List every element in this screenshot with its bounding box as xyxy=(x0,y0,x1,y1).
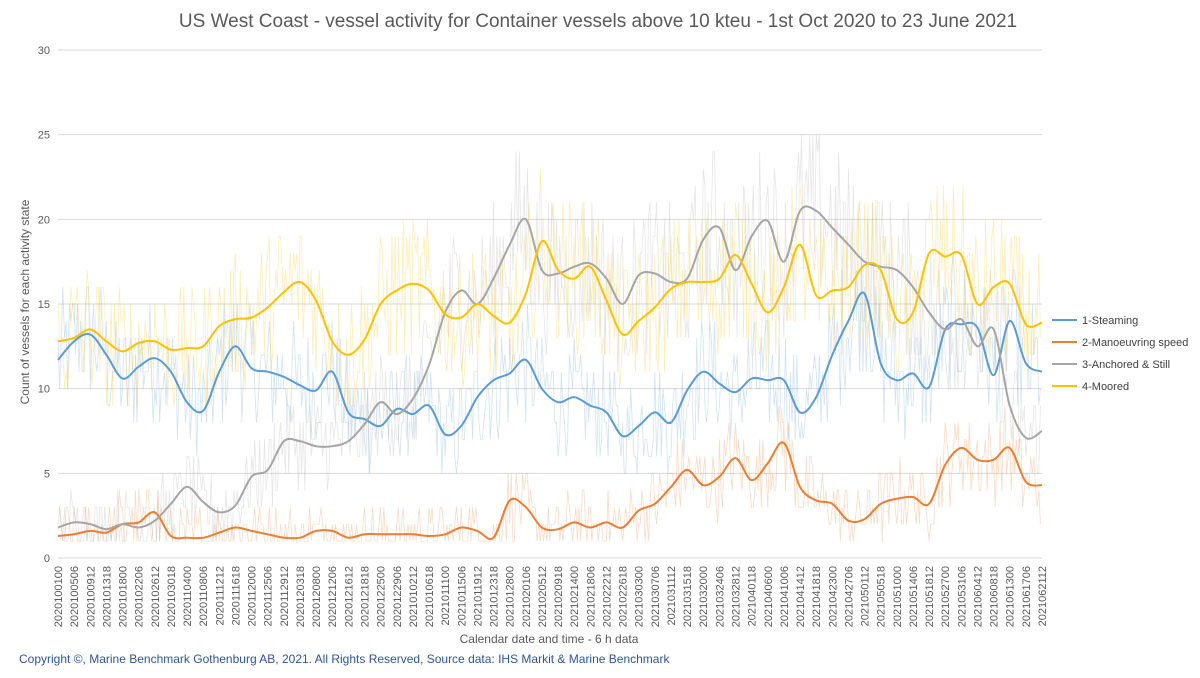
x-tick-label: 2020120800 xyxy=(311,566,323,627)
series-line-2 xyxy=(57,441,1043,541)
x-tick-label: 2021030706 xyxy=(650,566,662,627)
x-tick-label: 2021042300 xyxy=(827,566,839,627)
x-tick-label: 2021052700 xyxy=(940,566,952,627)
x-tick-label: 2020121818 xyxy=(359,566,371,627)
x-tick-label: 2020110806 xyxy=(198,566,210,626)
series-line-4 xyxy=(57,240,1043,356)
x-tick-label: 2021041412 xyxy=(795,566,807,627)
x-tick-label: 2020121206 xyxy=(327,566,339,627)
y-tick-label: 15 xyxy=(38,299,50,311)
x-tick-label: 2020110400 xyxy=(182,566,194,626)
copyright-footer: Copyright ©, Marine Benchmark Gothenburg… xyxy=(19,652,670,666)
x-tick-label: 2021053106 xyxy=(956,566,968,627)
x-tick-label: 2021031112 xyxy=(666,566,678,626)
x-tick-label: 2021041818 xyxy=(811,566,823,627)
x-axis-title: Calendar date and time - 6 h data xyxy=(460,632,639,646)
x-tick-label: 2021040118 xyxy=(747,566,759,626)
y-tick-label: 30 xyxy=(38,45,50,57)
y-tick-label: 0 xyxy=(44,553,50,565)
x-tick-label: 2021020512 xyxy=(537,566,549,627)
x-tick-label: 2020112506 xyxy=(263,566,275,626)
x-tick-label: 2021010618 xyxy=(424,566,436,627)
x-tick-label: 2021010212 xyxy=(408,566,420,627)
x-tick-label: 2020101318 xyxy=(101,566,113,627)
x-tick-label: 2020120318 xyxy=(295,566,307,627)
x-tick-label: 2021051812 xyxy=(924,566,936,627)
y-axis: 0 5 10 15 20 25 30 xyxy=(38,45,50,565)
raw-trace xyxy=(57,253,1041,474)
x-tick-label: 2021012800 xyxy=(505,566,517,627)
x-tick-label: 2020100506 xyxy=(69,566,81,627)
x-tick-label: 2020100100 xyxy=(53,566,65,627)
x-tick-label: 2021030300 xyxy=(634,566,646,627)
x-tick-label: 2020102612 xyxy=(150,566,162,627)
legend: 1-Steaming 2-Manoeuvring speed 3-Anchored … xyxy=(1052,315,1188,393)
grid xyxy=(58,49,1042,559)
x-tick-label: 2021012318 xyxy=(489,566,501,627)
legend-label: 1-Steaming xyxy=(1082,315,1138,327)
raw-data-layer xyxy=(57,134,1041,542)
x-tick-label: 2021032000 xyxy=(698,566,710,627)
x-tick-label: 2021020106 xyxy=(521,566,533,627)
x-tick-label: 2021022618 xyxy=(618,566,630,627)
x-tick-label: 2021061706 xyxy=(1021,566,1033,627)
x-tick-label: 2021051000 xyxy=(892,566,904,627)
x-tick-label: 2021032812 xyxy=(731,566,743,627)
x-tick-label: 2020100912 xyxy=(85,566,97,627)
x-tick-label: 2020112912 xyxy=(279,566,291,626)
x-tick-label: 2020122906 xyxy=(392,566,404,627)
x-tick-label: 2020111212 xyxy=(214,566,226,626)
x-tick-label: 2021021400 xyxy=(569,566,581,627)
x-tick-label: 2020122500 xyxy=(376,566,388,627)
x-tick-label: 2020121612 xyxy=(343,566,355,627)
x-tick-label: 2021031518 xyxy=(682,566,694,627)
y-axis-title: Count of vessels for each activity state xyxy=(18,199,32,404)
x-tick-label: 2021050112 xyxy=(860,566,872,626)
series-line-1 xyxy=(57,291,1043,438)
x-tick-label: 2021060412 xyxy=(972,566,984,627)
x-tick-label: 2021032406 xyxy=(714,566,726,627)
y-tick-label: 20 xyxy=(38,214,50,226)
x-tick-label: 2021020918 xyxy=(553,566,565,627)
x-tick-label: 2021051406 xyxy=(908,566,920,627)
x-axis: 2020100100 2020100506 2020100912 2020101318… xyxy=(53,566,1049,627)
x-tick-label: 2020103018 xyxy=(166,566,178,627)
raw-trace xyxy=(57,168,1041,407)
x-tick-label: 2021021806 xyxy=(585,566,597,627)
x-tick-label: 2021011506 xyxy=(456,566,468,626)
y-tick-label: 25 xyxy=(38,130,50,142)
x-tick-label: 2020101800 xyxy=(118,566,130,627)
x-tick-label: 2021041006 xyxy=(779,566,791,627)
x-tick-label: 2021011912 xyxy=(472,566,484,626)
raw-trace xyxy=(58,134,1041,542)
x-tick-label: 2020102206 xyxy=(134,566,146,627)
x-tick-label: 2021050518 xyxy=(876,566,888,627)
x-tick-label: 2021060818 xyxy=(989,566,1001,627)
legend-label: 3-Anchored & Still xyxy=(1082,359,1170,371)
x-tick-label: 2021011100 xyxy=(440,566,452,626)
chart-title: US West Coast - vessel activity for Cont… xyxy=(179,11,1017,32)
legend-label: 2-Manoeuvring speed xyxy=(1082,337,1188,349)
x-tick-label: 2020112000 xyxy=(247,566,259,626)
series-line-3 xyxy=(57,205,1043,531)
series-layer xyxy=(57,205,1043,541)
x-tick-label: 2021061300 xyxy=(1005,566,1017,627)
y-tick-label: 5 xyxy=(44,468,50,480)
x-tick-label: 2021040600 xyxy=(763,566,775,627)
x-tick-label: 2021062112 xyxy=(1037,566,1049,626)
x-tick-label: 2021022212 xyxy=(601,566,613,627)
x-tick-label: 2021042706 xyxy=(843,566,855,627)
y-tick-label: 10 xyxy=(38,384,50,396)
legend-label: 4-Moored xyxy=(1082,381,1129,393)
x-tick-label: 2020111618 xyxy=(230,566,242,626)
